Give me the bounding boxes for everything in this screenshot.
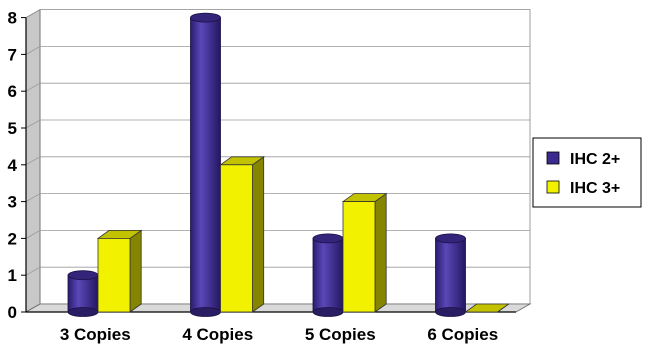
gridline <box>25 156 530 166</box>
bar-ihc3-top <box>464 303 510 313</box>
y-tick-label: 5 <box>8 119 17 138</box>
y-tick-label: 2 <box>8 229 17 248</box>
bar-ihc2 <box>435 233 466 317</box>
x-category-label: 6 Copies <box>427 325 498 344</box>
bar-ihc2-top <box>435 233 466 244</box>
legend-swatch-ihc3 <box>546 180 560 194</box>
legend: IHC 2+ IHC 3+ <box>532 137 642 208</box>
bar-ihc2-body <box>190 17 221 313</box>
y-tick-label: 0 <box>8 303 17 322</box>
gridline <box>25 119 530 129</box>
y-axis-ticks: 0 1 2 3 4 5 6 7 8 <box>8 9 26 322</box>
bar-ihc2-base <box>312 307 344 317</box>
legend-label-ihc3: IHC 3+ <box>570 180 620 197</box>
y-tick-label: 8 <box>8 9 17 28</box>
bar-ihc3-front <box>220 164 253 313</box>
gridline <box>25 82 530 92</box>
bar-ihc3-front <box>97 237 131 313</box>
bar-ihc2-body <box>435 237 466 313</box>
bar-ihc2 <box>67 270 99 317</box>
gridline <box>25 9 530 18</box>
bar-ihc2-base <box>67 307 99 317</box>
x-category-label: 5 Copies <box>305 325 376 344</box>
bar-ihc3-side <box>252 156 265 313</box>
x-category-label: 3 Copies <box>60 325 131 344</box>
gridline <box>25 46 530 55</box>
y-tick-label: 4 <box>8 156 18 175</box>
bar-ihc3 <box>96 229 143 313</box>
bar-ihc2-base <box>435 307 466 317</box>
bar-ihc3-side <box>374 192 387 313</box>
bar-ihc3 <box>341 192 388 313</box>
bar-ihc2-top <box>190 12 221 23</box>
x-axis-labels: 3 Copies 4 Copies 5 Copies 6 Copies <box>60 325 498 344</box>
y-tick-label: 7 <box>8 45 17 64</box>
legend-label-ihc2: IHC 2+ <box>570 151 620 168</box>
y-tick-label: 1 <box>8 266 17 285</box>
y-tick-label: 3 <box>8 193 17 212</box>
bar-ihc3-front <box>342 201 376 313</box>
bar-ihc2-body <box>67 274 99 313</box>
bar-ihc2-body <box>312 237 344 313</box>
bar-ihc2-base <box>190 307 221 317</box>
bar-ihc2-top <box>312 233 344 244</box>
bar-ihc3-side <box>129 229 142 313</box>
bar-ihc2 <box>190 12 221 317</box>
bars <box>67 12 510 317</box>
y-tick-label: 6 <box>8 82 17 101</box>
bar-ihc2 <box>312 233 344 317</box>
bar-ihc3 <box>464 303 510 313</box>
x-category-label: 4 Copies <box>182 325 253 344</box>
legend-swatch-ihc2 <box>546 151 560 165</box>
bar-ihc3 <box>219 156 265 313</box>
legend-box <box>532 137 642 208</box>
bar-ihc2-top <box>67 270 99 281</box>
